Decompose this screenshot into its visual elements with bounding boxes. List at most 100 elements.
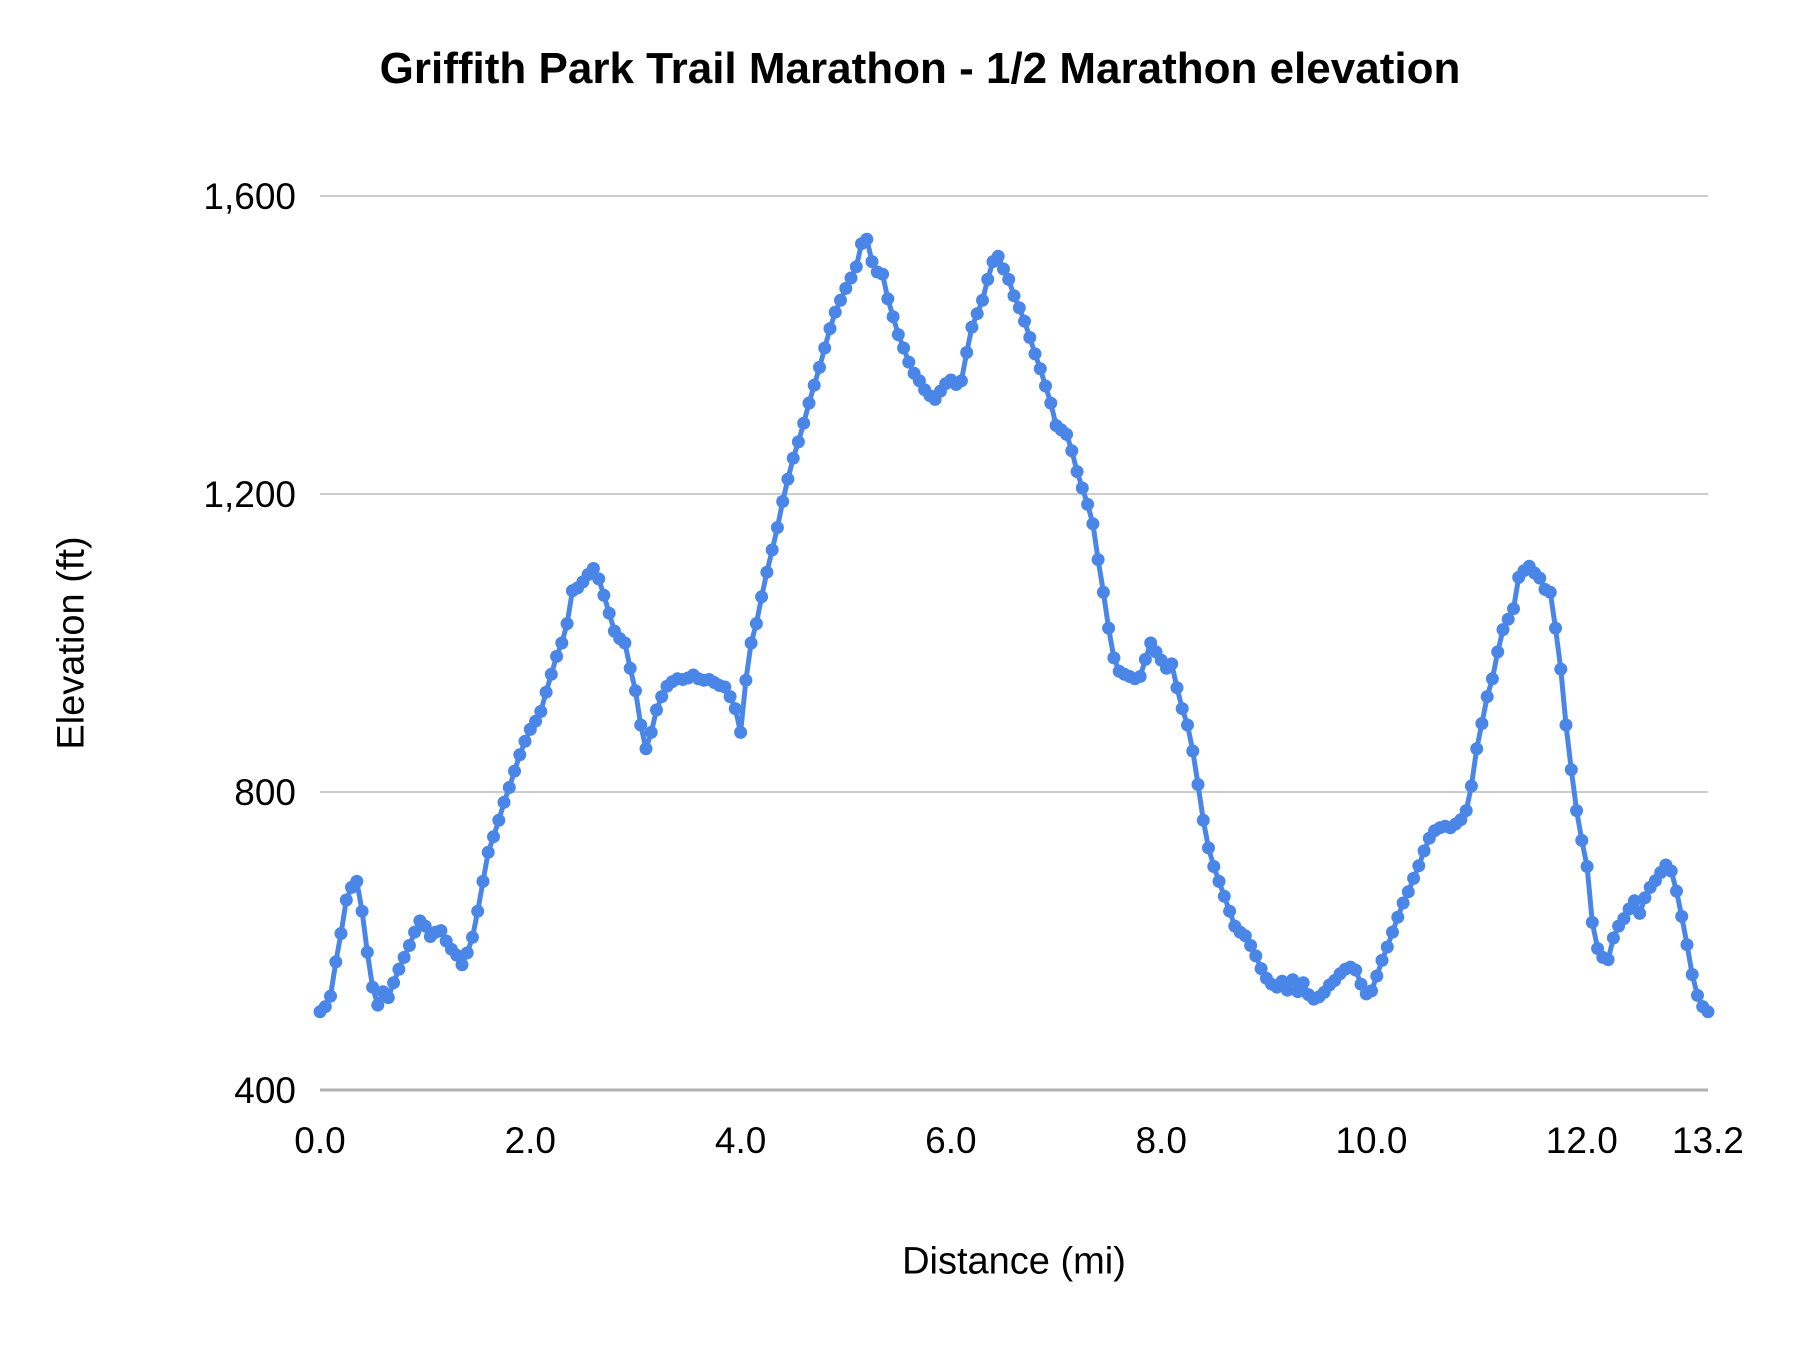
data-point-marker (434, 924, 448, 938)
data-point-marker (1133, 670, 1147, 683)
data-point-marker (891, 328, 905, 342)
data-point-marker (818, 341, 832, 355)
y-tick-labels: 400 800 1,200 1,600 (203, 176, 296, 1111)
data-point-marker (1417, 844, 1431, 858)
data-point-marker (1365, 984, 1378, 998)
data-point-marker (402, 939, 416, 952)
data-point-marker (1044, 396, 1058, 410)
data-point-marker (529, 714, 543, 728)
data-point-marker (781, 472, 795, 486)
data-point-marker (597, 588, 611, 602)
data-point-marker (1543, 585, 1557, 599)
data-point-marker (970, 307, 984, 321)
data-point-marker (902, 355, 916, 369)
data-point-marker (965, 320, 979, 334)
data-point-marker (560, 617, 574, 631)
data-point-marker (839, 281, 853, 295)
data-point-marker (991, 249, 1005, 263)
data-point-marker (1491, 645, 1505, 659)
data-point-marker (1664, 864, 1678, 878)
data-point-marker (718, 680, 732, 694)
data-point-marker (1018, 314, 1031, 328)
data-point-marker (1065, 444, 1079, 458)
data-point-marker (539, 685, 553, 699)
data-point-marker (1485, 672, 1499, 686)
data-point-marker (650, 703, 663, 717)
data-point-marker (1254, 962, 1268, 976)
data-point-marker (1286, 973, 1300, 987)
y-tick-label: 400 (234, 1070, 296, 1111)
data-point-marker (544, 667, 558, 681)
data-point-marker (1202, 841, 1215, 855)
data-point-marker (508, 764, 521, 778)
data-point-marker (1533, 571, 1547, 585)
data-point-marker (1554, 662, 1568, 676)
data-point-marker (1475, 717, 1489, 730)
data-point-marker (791, 435, 805, 449)
data-point-marker (387, 976, 401, 990)
data-point-marker (460, 946, 474, 960)
data-point-marker (450, 948, 464, 962)
data-point-marker (1349, 963, 1363, 977)
data-point-marker (550, 649, 564, 663)
data-point-marker (1701, 1005, 1715, 1019)
data-point-marker (1401, 885, 1415, 899)
data-point-marker (634, 718, 648, 732)
elevation-series-points (313, 232, 1715, 1019)
data-point-marker (865, 255, 879, 269)
data-point-marker (1107, 651, 1121, 665)
data-point-marker (976, 293, 989, 307)
data-point-marker (1601, 953, 1615, 967)
data-point-marker (492, 813, 506, 827)
data-point-marker (1370, 969, 1384, 983)
data-point-marker (381, 991, 395, 1005)
data-point-marker (618, 636, 632, 650)
data-point-marker (1028, 347, 1042, 361)
chart-title: Griffith Park Trail Marathon - 1/2 Marat… (379, 44, 1461, 93)
data-point-marker (1007, 289, 1021, 303)
x-axis-title: Distance (mi) (902, 1240, 1126, 1283)
y-tick-label: 1,200 (203, 474, 296, 515)
x-tick-labels: 0.0 2.0 4.0 6.0 8.0 10.0 12.0 13.2 (294, 1120, 1744, 1161)
data-point-marker (366, 980, 380, 994)
data-point-marker (1459, 804, 1473, 818)
data-point-marker (1691, 988, 1704, 1002)
data-point-marker (1039, 379, 1052, 393)
data-point-marker (849, 260, 863, 274)
data-point-marker (1585, 915, 1599, 929)
data-point-marker (481, 845, 495, 859)
data-point-marker (1070, 465, 1084, 479)
data-point-marker (592, 572, 606, 586)
y-tick-label: 800 (234, 772, 296, 813)
data-point-marker (408, 925, 422, 939)
data-point-marker (1002, 272, 1016, 286)
data-point-marker (1375, 953, 1389, 967)
data-point-marker (1380, 940, 1394, 954)
data-point-marker (1470, 742, 1484, 756)
data-point-marker (350, 874, 364, 888)
data-point-marker (586, 562, 600, 575)
data-point-marker (1096, 585, 1110, 599)
data-point-marker (1033, 362, 1047, 376)
x-tick-label: 13.2 (1672, 1120, 1744, 1161)
data-point-marker (1480, 690, 1494, 704)
data-point-marker (1396, 896, 1410, 910)
data-point-marker (392, 962, 406, 976)
data-point-marker (471, 904, 485, 918)
data-point-marker (1102, 621, 1116, 635)
data-point-marker (1507, 602, 1520, 616)
data-point-marker (397, 950, 411, 964)
data-point-marker (1165, 657, 1179, 671)
y-tick-label: 1,600 (203, 176, 296, 217)
data-point-marker (534, 705, 548, 718)
data-point-marker (1564, 763, 1578, 777)
data-point-marker (1238, 929, 1252, 943)
data-point-marker (1412, 859, 1426, 873)
data-point-marker (629, 684, 642, 698)
data-point-marker (1685, 968, 1699, 981)
data-point-marker (1354, 977, 1368, 991)
x-tick-label: 2.0 (505, 1120, 556, 1161)
data-point-marker (765, 543, 779, 557)
